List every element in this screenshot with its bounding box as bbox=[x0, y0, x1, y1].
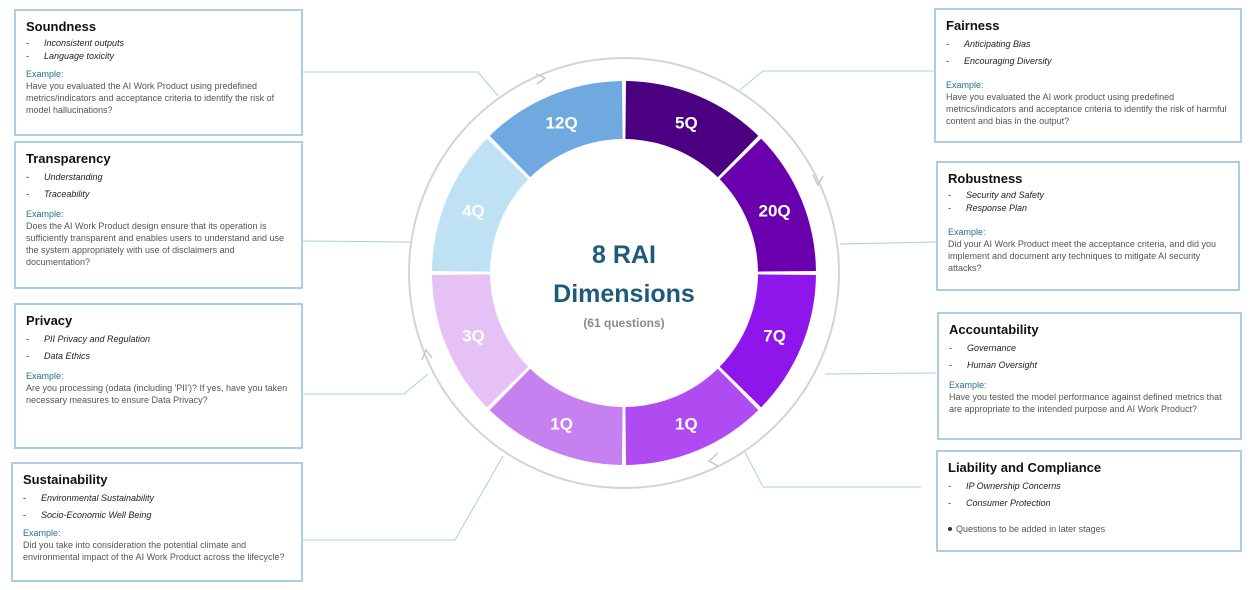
later-stage-note: Questions to be added in later stages bbox=[948, 524, 1230, 534]
connector-lines bbox=[302, 70, 937, 541]
bullet-item: - Socio-Economic Well Being bbox=[23, 510, 152, 520]
bullet-item: - Language toxicity bbox=[26, 51, 115, 61]
card-title: Transparency bbox=[26, 151, 111, 166]
ring-segment-label: 4Q bbox=[462, 202, 485, 221]
center-subtitle: (61 questions) bbox=[583, 316, 664, 330]
outer-orbit-circle bbox=[408, 57, 840, 489]
ring-segment bbox=[719, 274, 816, 408]
ring-segment-label: 20Q bbox=[759, 202, 791, 221]
ring-segment bbox=[625, 368, 759, 465]
card-transparency: Transparency - Understanding - Traceabilit… bbox=[14, 141, 303, 289]
example-label: Example: bbox=[949, 380, 987, 390]
ring-segment bbox=[489, 368, 623, 465]
example-label: Example: bbox=[23, 528, 61, 538]
orbit-arrow-icon bbox=[421, 348, 433, 361]
ring-segment-labels: 5Q 20Q 7Q 1Q 1Q 3Q 4Q 12Q bbox=[462, 113, 791, 433]
card-title: Sustainability bbox=[23, 472, 108, 487]
example-text: Have you evaluated the AI work product u… bbox=[946, 92, 1227, 126]
card-robustness: Robustness - Security and Safety - Respons… bbox=[936, 161, 1240, 291]
ring-segment bbox=[432, 138, 529, 272]
bullet-item: - Understanding bbox=[26, 172, 103, 182]
card-sustainability: Sustainability - Environmental Sustainabi… bbox=[11, 462, 303, 582]
bullet-item: - Governance bbox=[949, 343, 1017, 353]
card-title: Accountability bbox=[949, 322, 1039, 337]
example-label: Example: bbox=[946, 80, 984, 90]
example-text: Did your AI Work Product meet the accept… bbox=[948, 239, 1216, 273]
ring-segment bbox=[432, 274, 529, 408]
card-title: Privacy bbox=[26, 313, 73, 328]
card-soundness: Soundness - Inconsistent outputs - Languag… bbox=[14, 9, 303, 136]
example-label: Example: bbox=[26, 371, 64, 381]
card-title: Fairness bbox=[946, 18, 1000, 33]
bullet-item: - PII Privacy and Regulation bbox=[26, 334, 151, 344]
ring-segment-label: 3Q bbox=[462, 326, 485, 345]
example-text: Have you evaluated the AI Work Product u… bbox=[26, 81, 275, 115]
card-accountability: Accountability - Governance - Human Oversi… bbox=[937, 312, 1242, 440]
example-text: Are you processing (odata (including 'PI… bbox=[26, 383, 288, 405]
ring-segment bbox=[719, 138, 816, 272]
bullet-item: - Response Plan bbox=[948, 203, 1028, 213]
ring-segments bbox=[432, 81, 816, 465]
bullet-item: - Human Oversight bbox=[949, 360, 1038, 370]
card-privacy: Privacy - PII Privacy and Regulation - Dat… bbox=[14, 303, 303, 449]
card-fairness: Fairness - Anticipating Bias - Encouraging… bbox=[934, 8, 1242, 143]
example-label: Example: bbox=[948, 227, 986, 237]
card-title: Robustness bbox=[948, 171, 1023, 186]
example-text: Did you take into consideration the pote… bbox=[23, 540, 285, 562]
example-text: Does the AI Work Product design ensure t… bbox=[26, 221, 285, 267]
bullet-item: - Anticipating Bias bbox=[946, 39, 1031, 49]
ring-segment-label: 12Q bbox=[546, 113, 578, 132]
bullet-dot-icon bbox=[948, 527, 952, 531]
center-title-line1: 8 RAI bbox=[592, 241, 656, 269]
card-liability-compliance: Liability and Compliance - IP Ownership C… bbox=[936, 450, 1242, 552]
ring-segment bbox=[489, 81, 623, 178]
bullet-item: - Security and Safety bbox=[948, 190, 1045, 200]
ring-segment-label: 5Q bbox=[675, 113, 698, 132]
card-title: Liability and Compliance bbox=[948, 460, 1102, 475]
ring-segment-label: 1Q bbox=[675, 415, 698, 434]
bullet-item: - Consumer Protection bbox=[948, 498, 1051, 508]
orbit-arrows bbox=[421, 73, 824, 467]
ring-segment bbox=[625, 81, 759, 178]
bullet-item: - Traceability bbox=[26, 189, 90, 199]
bullet-item: - IP Ownership Concerns bbox=[948, 481, 1061, 491]
ring-segment-label: 1Q bbox=[550, 415, 573, 434]
orbit-arrow-icon bbox=[812, 174, 824, 187]
orbit-arrow-icon bbox=[535, 73, 547, 85]
example-text: Have you tested the model performance ag… bbox=[949, 392, 1222, 414]
orbit-arrow-icon bbox=[707, 452, 719, 467]
bullet-item: - Encouraging Diversity bbox=[946, 56, 1052, 66]
ring-segment-label: 7Q bbox=[763, 326, 786, 345]
bullet-item: - Data Ethics bbox=[26, 351, 91, 361]
bullet-item: - Inconsistent outputs bbox=[26, 38, 125, 48]
example-label: Example: bbox=[26, 209, 64, 219]
card-title: Soundness bbox=[26, 19, 97, 34]
bullet-item: - Environmental Sustainability bbox=[23, 493, 155, 503]
center-title-line2: Dimensions bbox=[553, 280, 695, 308]
example-label: Example: bbox=[26, 69, 64, 79]
